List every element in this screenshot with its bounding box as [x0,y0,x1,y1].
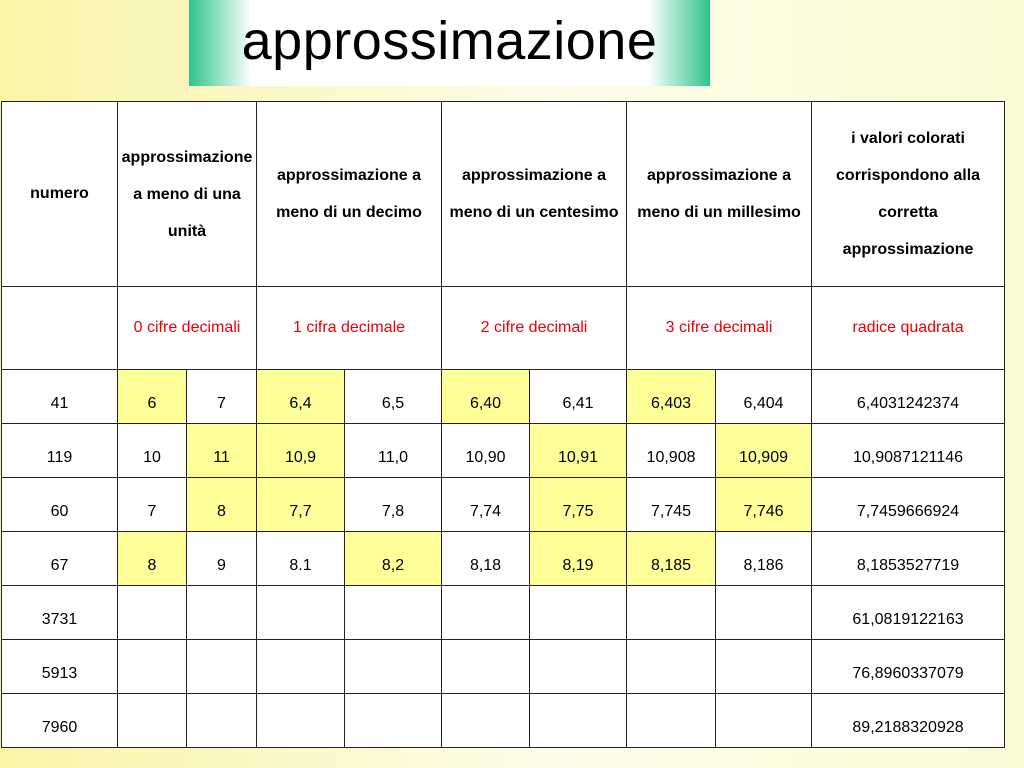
cell-u1 [117,585,187,640]
cell-d1 [256,639,346,694]
cell-radice: 6,4031242374 [811,369,1006,424]
cell-c1: 6,40 [441,369,531,424]
cell-u2: 7 [185,369,258,424]
subheader-centesimo: 2 cifre decimali [441,286,628,370]
cell-u1: 10 [117,423,187,478]
subheader-radice: radice quadrata [811,286,1006,370]
header-centesimo: approssimazione a meno di un centesimo [441,101,628,287]
cell-numero: 60 [1,477,118,532]
subheader-decimo: 1 cifra decimale [256,286,443,370]
header-millesimo: approssimazione a meno di un millesimo [626,101,813,287]
cell-c1: 10,90 [441,423,531,478]
cell-m1 [626,639,717,694]
cell-radice: 76,8960337079 [811,639,1006,694]
cell-numero: 5913 [1,639,118,694]
subheader-unita: 0 cifre decimali [116,286,258,370]
cell-u1: 6 [117,369,187,424]
cell-c2 [529,639,628,694]
page-title: approssimazione [241,11,658,71]
cell-m1 [626,585,717,640]
table-row: 3731 61,0819122163 [1,585,1006,640]
cell-radice: 89,2188320928 [811,693,1006,748]
cell-m1: 7,745 [626,477,717,532]
cell-d2: 6,5 [344,369,443,424]
cell-d1: 6,4 [256,369,346,424]
cell-c2 [529,585,628,640]
cell-d2: 8,2 [344,531,443,586]
cell-u2: 11 [185,423,258,478]
cell-c1 [441,585,531,640]
cell-u1 [117,639,187,694]
cell-u2 [185,693,258,748]
header-numero: numero [1,101,118,287]
header-note: i valori colorati corrispondono alla cor… [811,101,1006,287]
cell-numero: 41 [1,369,118,424]
cell-c1: 7,74 [441,477,531,532]
cell-c2: 6,41 [529,369,628,424]
cell-radice: 61,0819122163 [811,585,1006,640]
cell-c2: 10,91 [529,423,628,478]
approximation-table: numero approssimazione a meno di una uni… [1,101,1006,748]
subheader-empty [1,286,118,370]
cell-numero: 7960 [1,693,118,748]
subheader-row: 0 cifre decimali 1 cifra decimale 2 cifr… [1,286,1006,370]
table-row: 7960 89,2188320928 [1,693,1006,748]
cell-radice: 10,9087121146 [811,423,1006,478]
cell-c1 [441,639,531,694]
cell-radice: 7,7459666924 [811,477,1006,532]
cell-d2 [344,639,443,694]
cell-u2: 9 [185,531,258,586]
cell-d1: 7,7 [256,477,346,532]
cell-m2: 10,909 [715,423,813,478]
cell-d2 [344,693,443,748]
cell-d2: 11,0 [344,423,443,478]
cell-c2: 8,19 [529,531,628,586]
table-row: 67 8 9 8.1 8,2 8,18 8,19 8,185 8,186 8,1853527719 [1,531,1006,586]
cell-numero: 67 [1,531,118,586]
cell-c2 [529,693,628,748]
cell-d1 [256,693,346,748]
cell-c2: 7,75 [529,477,628,532]
cell-m1: 6,403 [626,369,717,424]
cell-c1: 8,18 [441,531,531,586]
cell-u2: 8 [185,477,258,532]
cell-m2 [715,639,813,694]
cell-m1: 8,185 [626,531,717,586]
table-row: 60 7 8 7,7 7,8 7,74 7,75 7,745 7,746 7,7459666924 [1,477,1006,532]
cell-d2 [344,585,443,640]
cell-radice: 8,1853527719 [811,531,1006,586]
table-row: 5913 76,8960337079 [1,639,1006,694]
cell-d1: 8.1 [256,531,346,586]
cell-m1: 10,908 [626,423,717,478]
cell-d1: 10,9 [256,423,346,478]
title-banner: approssimazione [189,0,710,86]
header-unita: approssimazione a meno di una unità [116,101,258,287]
cell-m1 [626,693,717,748]
table-row: 41 6 7 6,4 6,5 6,40 6,41 6,403 6,404 6,4031242374 [1,369,1006,424]
cell-u1: 7 [117,477,187,532]
cell-m2 [715,693,813,748]
cell-u2 [185,639,258,694]
cell-numero: 119 [1,423,118,478]
cell-u1: 8 [117,531,187,586]
cell-m2: 8,186 [715,531,813,586]
cell-u1 [117,693,187,748]
cell-m2: 6,404 [715,369,813,424]
cell-u2 [185,585,258,640]
header-decimo: approssimazione a meno di un decimo [256,101,443,287]
cell-d2: 7,8 [344,477,443,532]
cell-d1 [256,585,346,640]
cell-m2 [715,585,813,640]
cell-c1 [441,693,531,748]
header-row: numero approssimazione a meno di una uni… [1,101,1006,287]
subheader-millesimo: 3 cifre decimali [626,286,813,370]
cell-m2: 7,746 [715,477,813,532]
table-row: 119 10 11 10,9 11,0 10,90 10,91 10,908 10,909 10,… [1,423,1006,478]
cell-numero: 3731 [1,585,118,640]
